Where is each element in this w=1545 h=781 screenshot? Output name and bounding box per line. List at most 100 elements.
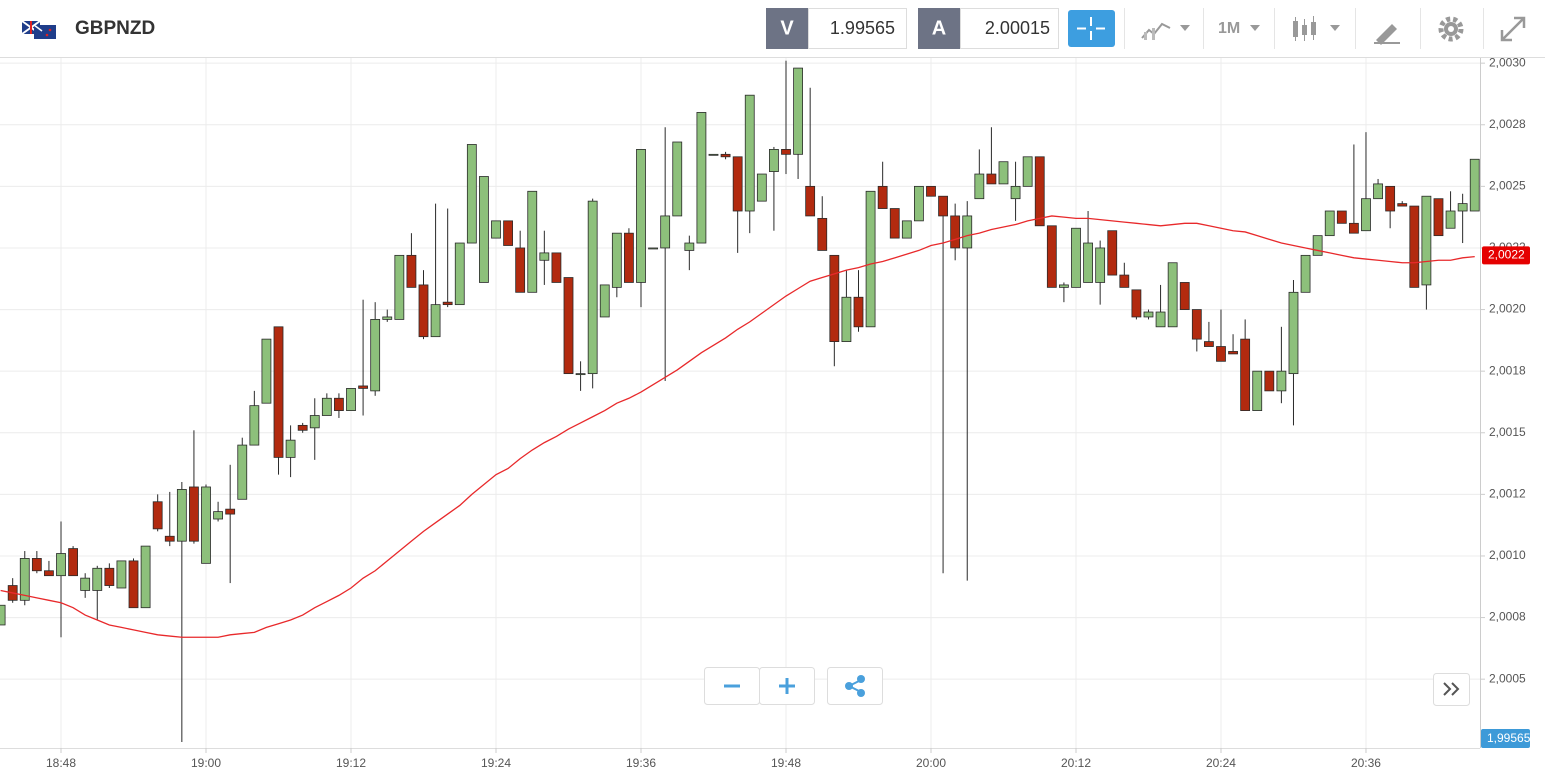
- candle-body: [1288, 291, 1299, 375]
- candle-body: [1119, 274, 1130, 288]
- x-tick-label: 19:48: [771, 756, 801, 770]
- ask-box[interactable]: [960, 8, 1059, 49]
- candle-body: [829, 254, 840, 342]
- y-tick-label: 2,0025: [1489, 179, 1526, 193]
- candle-body: [1433, 198, 1444, 237]
- candle-body: [1240, 338, 1251, 411]
- candle-body: [648, 247, 658, 250]
- drawing-button[interactable]: [1374, 24, 1400, 45]
- bid-tag-box[interactable]: [766, 8, 808, 49]
- candle-body: [684, 242, 695, 251]
- candle-body: [865, 190, 876, 328]
- candle-body: [80, 577, 91, 591]
- candle-body: [285, 439, 296, 458]
- candle-body: [1445, 210, 1456, 229]
- y-tick-label: 2,0008: [1489, 610, 1526, 624]
- sell-button[interactable]: V 1.99565: [766, 8, 907, 49]
- candle-body: [1022, 156, 1033, 187]
- candle-style-button[interactable]: [1293, 16, 1340, 41]
- timeframe-button[interactable]: 1M: [1218, 20, 1260, 37]
- candle-body: [346, 388, 356, 411]
- candle-body: [624, 232, 634, 283]
- candle-body: [1046, 225, 1057, 288]
- candle-body: [515, 247, 526, 293]
- candle-body: [1324, 210, 1335, 237]
- candle-body: [986, 173, 997, 185]
- candle-body: [889, 208, 900, 239]
- candle-body: [44, 570, 54, 577]
- candle-body: [1131, 289, 1142, 318]
- buy-button[interactable]: A 2.00015: [918, 8, 1059, 49]
- candle-body: [1348, 222, 1359, 234]
- candle-body: [1373, 183, 1383, 200]
- timeframe[interactable]: 1M: [1218, 20, 1240, 37]
- candle-body: [128, 560, 139, 609]
- candle-body: [1095, 247, 1106, 283]
- candle-body: [720, 153, 731, 158]
- candle-body: [116, 560, 127, 589]
- x-tick-label: 19:24: [481, 756, 511, 770]
- x-tick-label: 20:36: [1351, 756, 1381, 770]
- toolbar-separators: [1124, 8, 1484, 49]
- ask-value[interactable]: 2.00015: [985, 18, 1050, 38]
- candle-body: [1276, 370, 1287, 392]
- settings-button[interactable]: [1438, 16, 1464, 42]
- candle-body: [539, 252, 550, 261]
- candle-body: [1155, 311, 1166, 328]
- candle-body: [225, 508, 236, 515]
- candle-body: [1252, 370, 1263, 411]
- candle-body: [926, 185, 936, 197]
- y-tick-label: 2,0030: [1489, 55, 1526, 69]
- candle-body: [1010, 185, 1021, 200]
- candle-body: [273, 326, 284, 458]
- y-tick-label: 2,0012: [1489, 487, 1526, 501]
- candle-body: [370, 319, 381, 392]
- candle-body: [213, 511, 223, 520]
- ask-tag-box[interactable]: [918, 8, 960, 49]
- candle-body: [974, 173, 985, 200]
- ask-tag[interactable]: A: [932, 17, 946, 39]
- candle-body: [962, 215, 973, 249]
- last-price-tag: 2,0022: [1482, 246, 1530, 265]
- candle-body: [334, 397, 344, 411]
- candle-body: [1191, 309, 1202, 340]
- candle-body: [1034, 156, 1045, 227]
- candle-body: [249, 405, 260, 446]
- candle-body: [1397, 203, 1408, 207]
- candle-body: [1071, 227, 1081, 288]
- zoom-in-button[interactable]: [759, 667, 815, 705]
- candle-body: [1216, 346, 1226, 362]
- candle-body: [31, 558, 42, 572]
- zoom-out-button[interactable]: [704, 667, 760, 705]
- candle-body: [696, 112, 707, 244]
- x-tick-label: 20:24: [1206, 756, 1236, 770]
- candle-body: [672, 141, 683, 217]
- fullscreen-button[interactable]: [1500, 16, 1526, 42]
- candle-body: [176, 489, 187, 542]
- candle-body: [466, 144, 477, 244]
- candle-body: [92, 567, 103, 591]
- y-tick-label: 2,0015: [1489, 425, 1526, 439]
- chart-type-button[interactable]: [1141, 22, 1190, 40]
- bid-value[interactable]: 1.99565: [830, 18, 895, 38]
- candle-body: [636, 149, 646, 283]
- candle-body: [189, 486, 199, 542]
- candle-body: [406, 254, 417, 288]
- candle-body: [454, 242, 465, 306]
- candle-body: [841, 296, 852, 342]
- candle-body: [732, 156, 743, 212]
- candle-body: [1107, 230, 1118, 276]
- candle-body: [1312, 235, 1323, 256]
- candle-body: [261, 338, 272, 404]
- candle-body: [950, 215, 961, 249]
- bid-tag[interactable]: V: [780, 17, 794, 39]
- bid-box[interactable]: [808, 8, 907, 49]
- x-tick-label: 19:36: [626, 756, 656, 770]
- share-button[interactable]: [827, 667, 883, 705]
- scroll-right-button[interactable]: [1433, 673, 1470, 706]
- candle-body: [394, 254, 405, 320]
- crosshair-button[interactable]: [1068, 10, 1115, 47]
- candle-body: [1409, 205, 1420, 288]
